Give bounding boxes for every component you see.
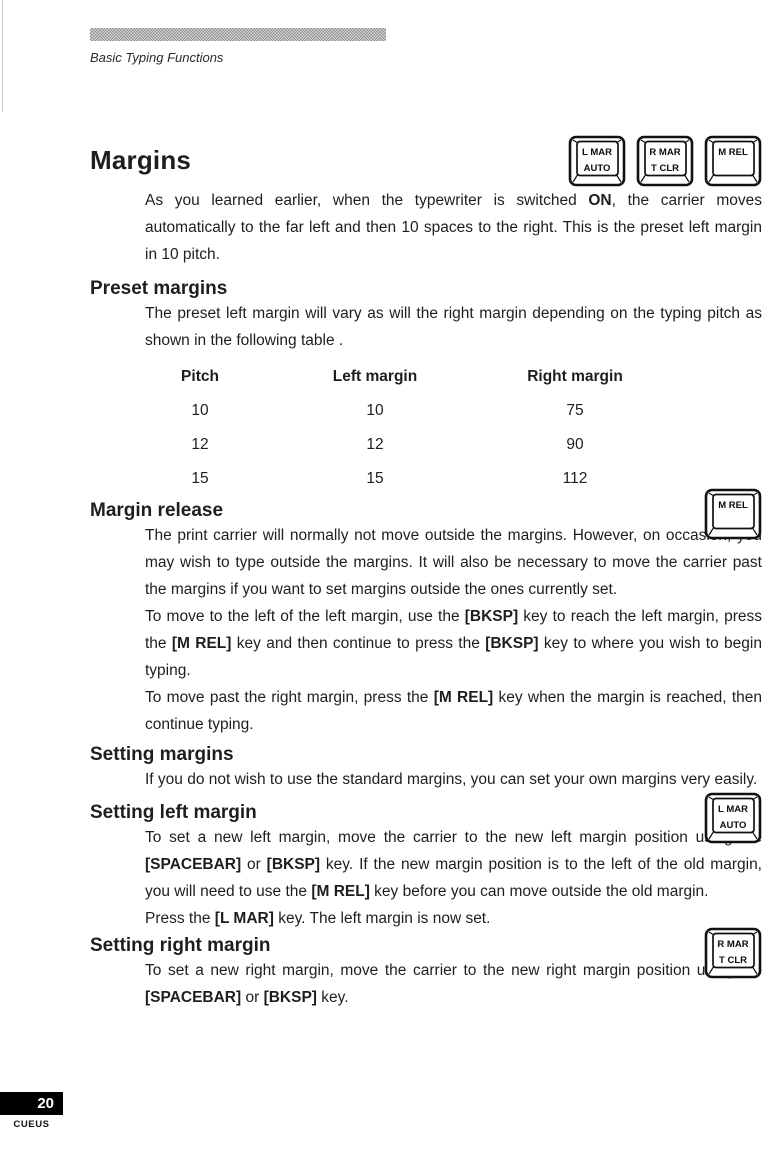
key-token: [L MAR] [214,910,274,927]
key-token: [BKSP] [485,635,539,652]
pitch-margins-table: Pitch Left margin Right margin 10 10 75 … [145,363,762,492]
table-cell: 10 [191,402,209,419]
key-token: [M REL] [433,689,494,706]
svg-text:L MAR: L MAR [582,147,612,158]
svg-text:R MAR: R MAR [649,147,680,158]
table-header-pitch: Pitch [181,368,219,385]
key-token: [BKSP] [263,989,317,1006]
section-heading-setting-right-margin: Setting right margin [90,935,271,956]
decorative-halftone-band [90,28,386,41]
table-cell: 12 [366,436,384,453]
svg-text:AUTO: AUTO [584,163,611,174]
table-header-left-margin: Left margin [332,368,418,385]
section-heading-margin-release: Margin release [90,500,224,521]
margin-release-paragraph-1: The print carrier will normally not move… [145,527,762,598]
svg-text:AUTO: AUTO [720,820,747,831]
page-number-box: 20 [0,1092,63,1115]
key-token: ON [588,192,612,209]
key-token: [SPACEBAR] [145,856,242,873]
l-mar-auto-key-icon: L MAR AUTO [568,135,626,187]
table-cell: 90 [566,436,584,453]
svg-text:M REL: M REL [718,147,748,158]
m-rel-key-icon: M REL [704,488,762,540]
svg-text:M REL: M REL [718,500,748,511]
m-rel-key-icon: M REL [704,135,762,187]
page-number: 20 [37,1095,54,1112]
margin-release-heading-row: Margin release M REL [90,488,762,540]
r-mar-t-clr-key-icon: R MAR T CLR [636,135,694,187]
table-cell: 15 [191,470,209,487]
table-cell: 75 [566,402,584,419]
running-head: Basic Typing Functions [90,50,224,65]
margin-release-paragraph-2: To move to the left of the left margin, … [145,608,762,679]
setting-right-margin-heading-row: Setting right margin R MAR T CLR [90,927,762,979]
margin-release-paragraph-3: To move past the right margin, press the… [145,689,762,733]
l-mar-auto-key-icon: L MAR AUTO [704,792,762,844]
table-cell: 10 [366,402,384,419]
section-heading-setting-margins: Setting margins [90,744,234,765]
page-title: Margins [90,145,192,175]
table-cell: 112 [562,470,588,487]
table-cell: 15 [366,470,384,487]
setting-margins-paragraph: If you do not wish to use the standard m… [145,771,758,788]
r-mar-t-clr-key-icon: R MAR T CLR [704,927,762,979]
page-content: Basic Typing Functions Margins L MAR AUTO… [0,28,784,1011]
setting-left-margin-paragraph-2: Press the [L MAR] key. The left margin i… [145,910,491,927]
table-cell: 12 [191,436,209,453]
preset-margins-paragraph: The preset left margin will vary as will… [145,305,762,349]
section-heading-setting-left-margin: Setting left margin [90,802,257,823]
setting-left-margin-heading-row: Setting left margin L MAR AUTO [90,792,762,844]
setting-right-margin-paragraph-1: To set a new right margin, move the carr… [145,962,762,1006]
intro-paragraph: As you learned earlier, when the typewri… [145,192,762,263]
key-token: [M REL] [311,883,370,900]
key-token: [M REL] [171,635,232,652]
svg-text:T CLR: T CLR [651,163,679,174]
scan-edge-line [2,0,3,112]
title-row: Margins L MAR AUTO R MAR T CLR M REL [90,135,762,187]
key-token: [SPACEBAR] [145,989,242,1006]
setting-left-margin-paragraph-1: To set a new left margin, move the carri… [145,829,762,900]
key-token: [BKSP] [266,856,321,873]
svg-text:T CLR: T CLR [719,955,747,966]
svg-text:R MAR: R MAR [717,939,748,950]
title-key-icons: L MAR AUTO R MAR T CLR M REL [568,135,762,187]
section-heading-preset-margins: Preset margins [90,278,228,299]
imprint-label: CUEUS [13,1119,50,1130]
table-header-right-margin: Right margin [527,368,623,385]
svg-text:L MAR: L MAR [718,804,748,815]
key-token: [BKSP] [464,608,519,625]
